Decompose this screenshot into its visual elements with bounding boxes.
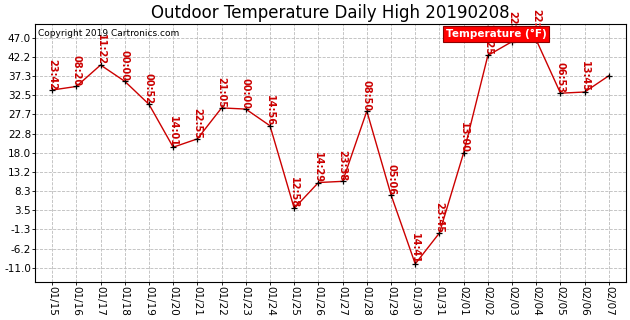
Text: 00:00: 00:00: [241, 78, 251, 109]
Point: [507, 39, 517, 44]
Text: 11:22: 11:22: [96, 34, 106, 65]
Point: [217, 105, 227, 110]
Text: 14:41: 14:41: [410, 233, 420, 264]
Point: [313, 180, 323, 185]
Point: [410, 261, 420, 267]
Text: 23:42: 23:42: [47, 59, 57, 90]
Text: Copyright 2019 Cartronics.com: Copyright 2019 Cartronics.com: [38, 29, 180, 38]
Point: [483, 53, 493, 58]
Text: 23:38: 23:38: [338, 150, 348, 181]
Point: [144, 102, 154, 107]
Text: 21:05: 21:05: [217, 77, 227, 108]
Point: [265, 123, 275, 128]
Point: [362, 108, 372, 114]
Text: 13:00: 13:00: [459, 122, 469, 153]
Text: 06:53: 06:53: [556, 62, 566, 93]
Title: Outdoor Temperature Daily High 20190208: Outdoor Temperature Daily High 20190208: [151, 4, 510, 22]
Text: 22:71: 22:71: [507, 11, 517, 42]
Point: [289, 206, 299, 211]
Text: 12:58: 12:58: [289, 177, 299, 208]
Text: 08:50: 08:50: [362, 80, 372, 111]
Point: [47, 87, 57, 92]
Text: 00:00: 00:00: [120, 50, 130, 81]
Point: [386, 192, 396, 197]
Text: 13:45: 13:45: [580, 61, 590, 92]
Point: [604, 73, 614, 78]
Text: 05:06: 05:06: [386, 164, 396, 195]
Text: 22:25: 22:25: [483, 25, 493, 55]
Text: 08:20: 08:20: [71, 55, 81, 86]
Text: 00:52: 00:52: [144, 73, 154, 104]
Text: 23:45: 23:45: [435, 202, 444, 233]
Text: Temperature (°F): Temperature (°F): [445, 29, 546, 39]
Text: 14:29: 14:29: [313, 152, 323, 182]
Point: [168, 145, 178, 150]
Text: 22:38: 22:38: [531, 9, 541, 40]
Text: 14:01: 14:01: [168, 116, 178, 147]
Text: 14:56: 14:56: [265, 95, 275, 126]
Point: [192, 136, 202, 141]
Text: 22:55: 22:55: [192, 108, 202, 139]
Point: [459, 150, 469, 155]
Point: [241, 107, 251, 112]
Point: [531, 37, 541, 43]
Point: [120, 79, 130, 84]
Point: [338, 179, 348, 184]
Point: [580, 90, 590, 95]
Point: [96, 62, 106, 68]
Point: [556, 91, 566, 96]
Point: [435, 230, 445, 236]
Point: [71, 84, 81, 89]
